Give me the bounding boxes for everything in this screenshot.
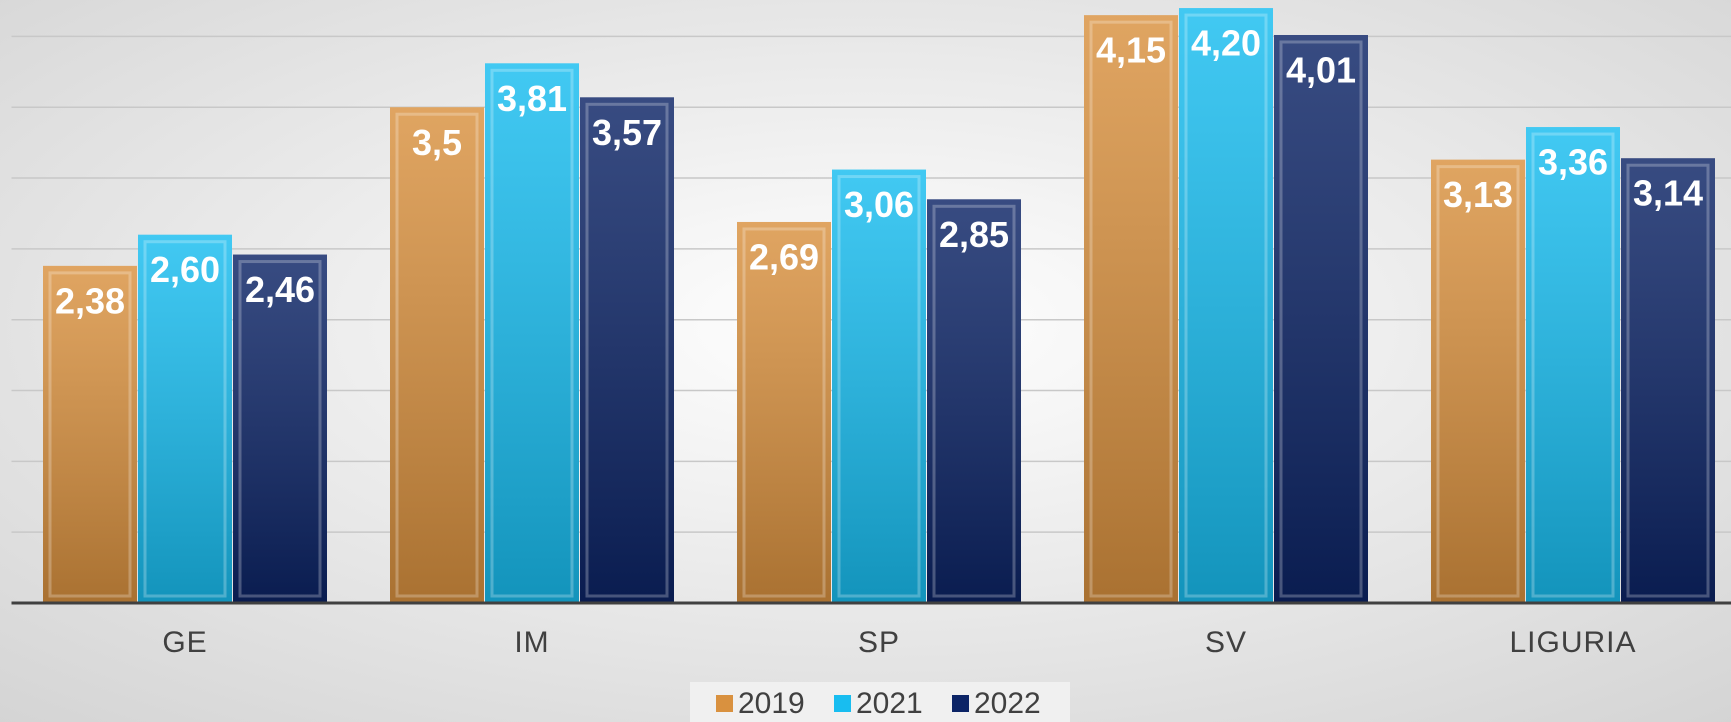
data-label: 3,13 [1443,174,1513,215]
bar-group [1621,158,1715,603]
bar-bevel [1279,40,1363,598]
bar-shade [832,169,926,603]
x-tick-label: IM [514,626,549,659]
legend-label: 2022 [974,687,1041,720]
bar-bevel [837,175,921,598]
data-label: 4,01 [1286,50,1356,91]
bar-bevel [238,260,322,598]
bar-shade [138,234,232,603]
bar-shade [390,107,484,603]
data-label: 4,20 [1191,23,1261,64]
bar-bevel [395,112,479,598]
x-tick-label: SP [858,626,900,659]
data-label: 2,46 [245,269,315,310]
bar-group [390,107,484,603]
bar-group [233,254,327,604]
data-label: 2,85 [939,214,1009,255]
bar-group [1431,159,1525,603]
bar-group [737,221,831,603]
legend-swatch [834,695,851,712]
bar-bevel [932,204,1016,598]
bar-bevel [490,68,574,598]
data-label: 3,14 [1633,173,1703,214]
bar-group [1274,34,1368,603]
data-label: 3,5 [412,122,462,163]
legend-label: 2021 [856,687,923,720]
bar-group [927,199,1021,603]
bar-group [580,97,674,603]
bar-shade [1274,34,1368,603]
bar-bevel [1436,165,1520,598]
bar-bevel [742,227,826,598]
data-label: 3,06 [844,184,914,225]
legend-swatch [952,695,969,712]
bar-bevel [585,102,669,598]
bar-bevel [1184,13,1268,598]
data-label: 2,60 [150,249,220,290]
bar-shade [927,199,1021,603]
bar-shade [485,63,579,603]
bar-bevel [1531,132,1615,598]
data-label: 4,15 [1096,30,1166,71]
bar-shade [1526,127,1620,603]
legend-swatch [716,695,733,712]
bar-group [138,234,232,603]
bar-shade [580,97,674,603]
bar-shade [43,265,137,603]
bar-shade [737,221,831,603]
bar-shade [1621,158,1715,603]
bar-shade [233,254,327,604]
bar-shade [1084,15,1178,603]
bar-bevel [1089,20,1173,598]
data-label: 3,81 [497,78,567,119]
bar-group [485,63,579,603]
bar-bevel [48,271,132,598]
data-label: 2,38 [55,280,125,321]
data-label: 2,69 [749,236,819,277]
legend-label: 2019 [738,687,805,720]
bar-group [1526,127,1620,603]
x-tick-label: LIGURIA [1509,626,1636,659]
data-label: 3,57 [592,112,662,153]
x-tick-label: SV [1205,626,1247,659]
bar-shade [1179,8,1273,604]
bar-bevel [143,240,227,598]
bar-shade [1431,159,1525,603]
data-label: 3,36 [1538,142,1608,183]
bar-group [832,169,926,603]
bar-group [1179,8,1273,604]
x-tick-label: GE [162,626,207,659]
legend-box [690,682,1070,722]
bar-group [43,265,137,603]
bar-group [1084,15,1178,603]
bar-bevel [1626,163,1710,598]
